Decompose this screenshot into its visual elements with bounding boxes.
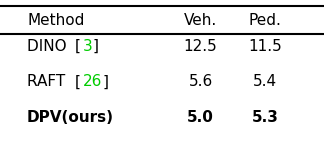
Text: 11.5: 11.5 <box>248 39 282 54</box>
Text: ]: ] <box>93 39 98 54</box>
Text: [: [ <box>75 39 81 54</box>
Text: Veh.: Veh. <box>184 13 217 28</box>
Text: 5.6: 5.6 <box>189 74 213 90</box>
Text: DPV(ours): DPV(ours) <box>27 110 114 125</box>
Text: DINO: DINO <box>27 39 72 54</box>
Text: [: [ <box>75 74 81 90</box>
Text: 26: 26 <box>83 74 102 90</box>
Text: 5.4: 5.4 <box>253 74 277 90</box>
Text: 5.0: 5.0 <box>187 110 214 125</box>
Text: RAFT: RAFT <box>27 74 70 90</box>
Text: 5.3: 5.3 <box>251 110 278 125</box>
Text: 3: 3 <box>83 39 93 54</box>
Text: ]: ] <box>102 74 108 90</box>
Text: Method: Method <box>27 13 85 28</box>
Text: Ped.: Ped. <box>249 13 281 28</box>
Text: 12.5: 12.5 <box>184 39 217 54</box>
